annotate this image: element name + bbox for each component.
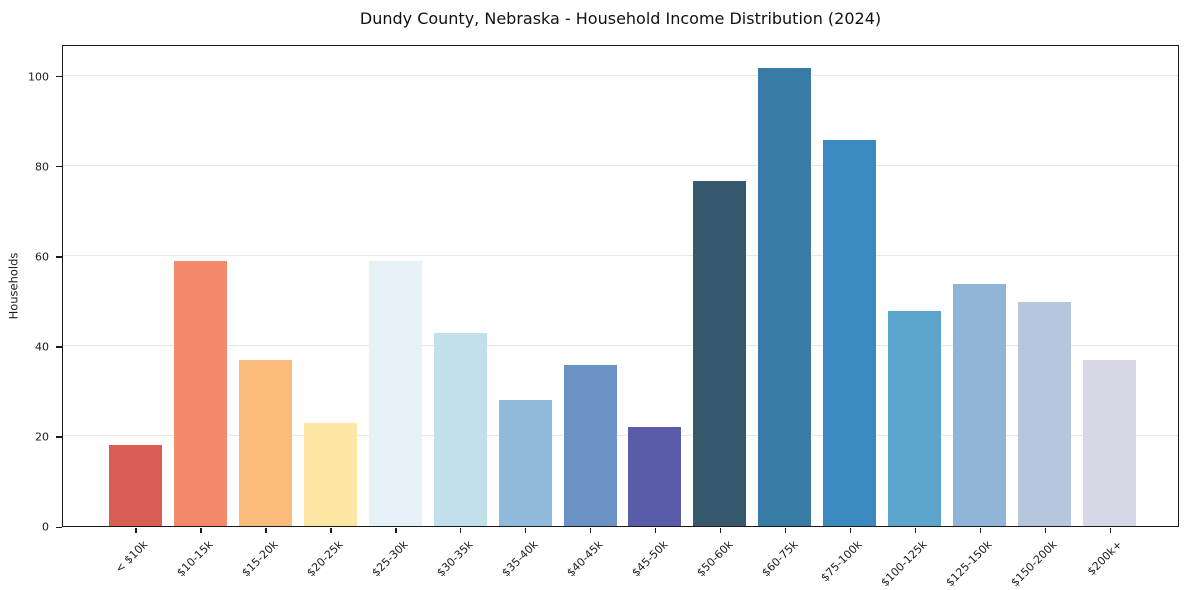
gridline-20 [63,434,1178,436]
x-tick-mark [654,528,657,533]
x-tick-label-$150-200k: $150-200k [1008,538,1060,590]
x-tick-label-$125-150k: $125-150k [943,538,995,590]
y-tick-label-100: 100 [28,70,49,84]
y-tick-label-20: 20 [35,430,49,444]
y-tick-label-60: 60 [35,250,49,264]
bar-slot-$150-200k: $150-200k [1009,46,1077,589]
x-tick-mark [979,528,981,533]
bar-slot-$20-25k: $20-25k [298,46,363,579]
x-tick-mark [395,528,397,533]
x-tick-label-$20-25k: $20-25k [304,538,346,580]
y-tick-mark [56,346,62,348]
x-tick-label-$100-125k: $100-125k [878,538,930,590]
x-tick-label-$35-40k: $35-40k [499,538,541,580]
bar-$35-40k [498,400,552,526]
x-tick-label-$10-15k: $10-15k [174,538,216,580]
bar-slot-$75-100k: $75-100k [817,46,882,584]
gridline-80 [63,164,1178,166]
x-tick-label-$200k+: $200k+ [1084,538,1125,579]
bar-slot-$45-50k: $45-50k [623,46,688,579]
y-tick-mark [56,526,62,528]
x-tick-mark [330,528,332,533]
x-tick-label-$40-45k: $40-45k [563,538,606,580]
chart-title: Dundy County, Nebraska - Household Incom… [359,9,882,28]
bar-$10-15k [173,261,227,526]
y-tick-label-0: 0 [42,520,49,534]
bar-slot-$10-15k: $10-15k [168,46,233,579]
gridline-60 [63,254,1178,256]
bar-slot-$125-150k: $125-150k [944,46,1012,589]
y-tick-mark [56,256,62,258]
y-tick-mark [56,166,62,168]
bar-< $10k [108,445,162,526]
y-tick-mark [56,76,62,78]
bar-$125-150k [953,283,1007,526]
gridline-100 [63,74,1178,76]
x-tick-label-$60-75k: $60-75k [758,538,801,580]
x-tick-mark [590,528,592,533]
bar-$200k+ [1083,360,1137,526]
x-tick-mark [265,528,267,533]
bar-$30-35k [433,333,487,526]
bar-slot-$60-75k: $60-75k [752,46,817,579]
x-tick-label-$75-100k: $75-100k [818,538,865,585]
bar-slot-$35-40k: $35-40k [493,46,558,579]
bar-$75-100k [823,140,877,526]
x-tick-mark [135,528,137,533]
x-tick-mark [914,528,917,533]
bar-slot-< $10k: < $10k [103,46,168,576]
bar-$40-45k [563,364,617,526]
x-tick-mark [719,528,722,533]
x-tick-mark [1109,528,1111,533]
bar-$45-50k [628,427,682,526]
gridline-40 [63,344,1178,346]
x-tick-label-$50-60k: $50-60k [693,538,736,580]
bar-$15-20k [238,360,292,526]
bar-$60-75k [758,68,812,526]
x-tick-label-$15-20k: $15-20k [239,538,281,580]
x-tick-mark [849,528,852,533]
bar-slot-$50-60k: $50-60k [687,46,752,579]
x-tick-label-$30-35k: $30-35k [434,538,476,580]
bar-$25-30k [368,261,422,526]
x-tick-mark [460,528,462,533]
bar-slot-$25-30k: $25-30k [363,46,428,579]
y-tick-label-40: 40 [35,340,49,354]
x-tick-mark [525,528,527,533]
x-tick-label-$25-30k: $25-30k [369,538,411,580]
x-tick-mark [784,528,787,533]
y-tick-mark [56,436,62,438]
bar-slot-$15-20k: $15-20k [233,46,298,579]
y-tick-label-80: 80 [35,160,49,174]
x-tick-mark [1044,528,1046,533]
bars-container: < $10k $10-15k $15-20k $20-25k $25-30k $30-35… [63,46,1178,589]
bar-$150-200k [1018,301,1072,526]
x-tick-label-$45-50k: $45-50k [628,538,671,580]
y-axis: 0 20 40 60 80 100 [0,45,62,534]
plot-area: < $10k $10-15k $15-20k $20-25k $25-30k $30-35… [62,45,1179,589]
bar-slot-$30-35k: $30-35k [428,46,493,579]
bar-slot-$200k+: $200k+ [1077,46,1142,578]
bar-slot-$100-125k: $100-125k [879,46,947,589]
bar-$20-25k [303,422,357,526]
bar-$50-60k [693,180,747,526]
x-tick-mark [200,528,202,533]
bar-slot-$40-45k: $40-45k [558,46,623,579]
bar-$100-125k [888,310,942,526]
x-tick-label-< $10k: < $10k [113,538,151,576]
